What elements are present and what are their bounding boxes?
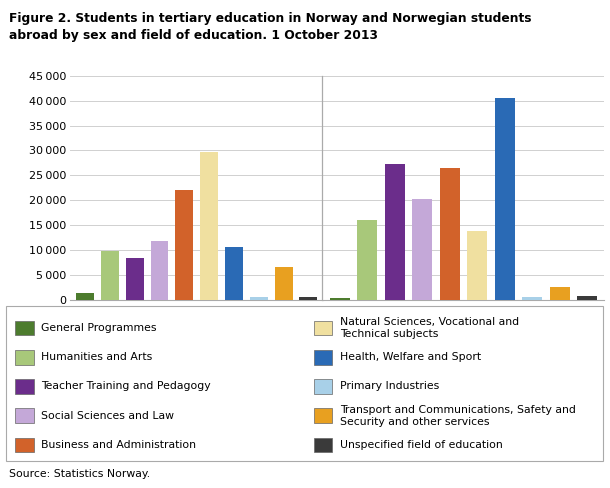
- Bar: [76, 293, 94, 300]
- Bar: [412, 200, 432, 300]
- Text: Business and Administration: Business and Administration: [41, 440, 196, 450]
- Text: Unspecified field of education: Unspecified field of education: [340, 440, 503, 450]
- Bar: [225, 247, 243, 300]
- Bar: [200, 152, 218, 300]
- Bar: [523, 297, 542, 300]
- Bar: [385, 164, 404, 300]
- Text: Figure 2. Students in tertiary education in Norway and Norwegian students
abroad: Figure 2. Students in tertiary education…: [9, 12, 532, 41]
- Bar: [101, 251, 119, 300]
- Bar: [176, 190, 193, 300]
- Text: Transport and Communications, Safety and
Security and other services: Transport and Communications, Safety and…: [340, 405, 576, 427]
- Bar: [440, 168, 460, 300]
- Text: Teacher Training and Pedagogy: Teacher Training and Pedagogy: [41, 382, 210, 391]
- Bar: [274, 267, 293, 300]
- Text: Source: Statistics Norway.: Source: Statistics Norway.: [9, 469, 150, 479]
- Bar: [495, 98, 515, 300]
- Text: Humanities and Arts: Humanities and Arts: [41, 352, 152, 362]
- Bar: [578, 296, 597, 300]
- Bar: [357, 220, 377, 300]
- Bar: [550, 286, 570, 300]
- Text: Social Sciences and Law: Social Sciences and Law: [41, 411, 174, 421]
- Bar: [151, 241, 168, 300]
- Text: General Programmes: General Programmes: [41, 323, 156, 333]
- Text: Natural Sciences, Vocational and
Technical subjects: Natural Sciences, Vocational and Technic…: [340, 317, 519, 339]
- Text: Primary Industries: Primary Industries: [340, 382, 439, 391]
- Bar: [126, 258, 143, 300]
- Bar: [250, 297, 268, 300]
- Bar: [300, 297, 317, 300]
- Text: Health, Welfare and Sport: Health, Welfare and Sport: [340, 352, 481, 362]
- Bar: [330, 298, 350, 300]
- Bar: [467, 231, 487, 300]
